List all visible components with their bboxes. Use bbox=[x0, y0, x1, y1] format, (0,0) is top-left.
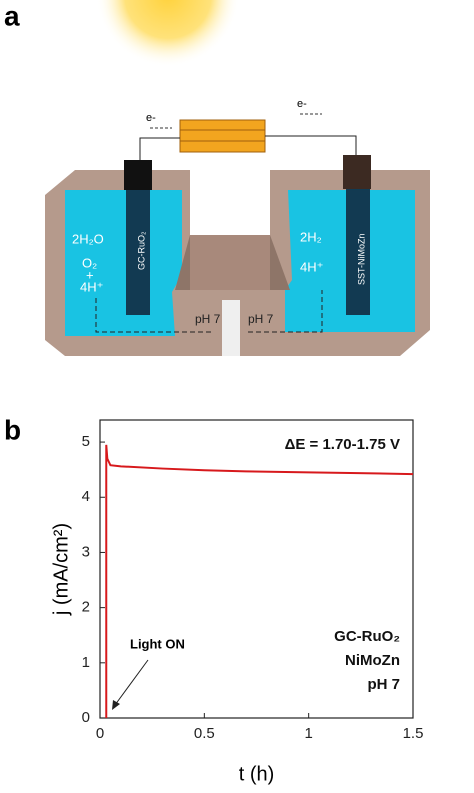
note: pH 7 bbox=[367, 676, 400, 693]
proton-path bbox=[248, 290, 323, 333]
y-tick-label: 4 bbox=[82, 488, 90, 505]
wire bbox=[139, 137, 180, 162]
x-tick-label: 1 bbox=[304, 725, 312, 742]
water bbox=[65, 190, 182, 336]
x-tick-label: 1.5 bbox=[403, 725, 424, 742]
y-axis-label: j (mA/cm²) bbox=[50, 523, 72, 616]
electrode bbox=[126, 185, 150, 315]
y-tick-label: 2 bbox=[82, 599, 90, 616]
y-tick-label: 1 bbox=[82, 654, 90, 671]
electron-label: e- bbox=[146, 112, 156, 124]
wire bbox=[265, 135, 357, 158]
ph-label: pH 7 bbox=[195, 312, 221, 326]
note: NiMoZn bbox=[345, 652, 400, 669]
sun bbox=[96, 0, 240, 67]
plot-frame bbox=[99, 419, 414, 719]
electrode-cap bbox=[343, 155, 371, 189]
electrode bbox=[346, 185, 370, 315]
reaction-label: O₂ bbox=[82, 255, 97, 270]
arrowhead bbox=[112, 700, 120, 710]
ph-label: pH 7 bbox=[248, 312, 274, 326]
annotation: ΔE = 1.70-1.75 V bbox=[285, 436, 400, 453]
y-tick-label: 5 bbox=[82, 433, 90, 450]
resistor bbox=[179, 119, 266, 153]
note: GC-RuO₂ bbox=[334, 628, 400, 645]
panel-label: a bbox=[4, 0, 20, 31]
chart: 0 1 2 3 4 5 0 0.5 1 1.5 t (h) j (mA/cm²) ΔE = 1.70-1… bbox=[50, 419, 424, 785]
electrode-cap bbox=[124, 160, 152, 190]
x-tick-label: 0 bbox=[96, 725, 104, 742]
salt-bridge bbox=[222, 300, 240, 356]
x-tick-label: 0.5 bbox=[194, 725, 215, 742]
proton-path bbox=[95, 298, 212, 333]
y-tick-label: 3 bbox=[82, 543, 90, 560]
x-axis-label: t (h) bbox=[239, 763, 275, 785]
line-series bbox=[105, 444, 414, 718]
reaction-label: 4H⁺ bbox=[300, 259, 323, 274]
electrode-label: SST-NiMoZn bbox=[356, 233, 366, 285]
electron-label: e- bbox=[297, 98, 307, 110]
bridge bbox=[190, 235, 270, 290]
reaction-label: + bbox=[86, 267, 94, 282]
panel-label: b bbox=[4, 414, 21, 445]
reaction-label: 2H₂ bbox=[300, 229, 322, 244]
reaction-label: 4H⁺ bbox=[80, 279, 103, 294]
arrow bbox=[114, 659, 149, 706]
electrode-label: GC-RuO₂ bbox=[136, 231, 146, 270]
y-tick-label: 0 bbox=[82, 709, 90, 726]
reaction-label: 2H₂O bbox=[72, 231, 104, 246]
arrow-label: Light ON bbox=[130, 636, 185, 651]
